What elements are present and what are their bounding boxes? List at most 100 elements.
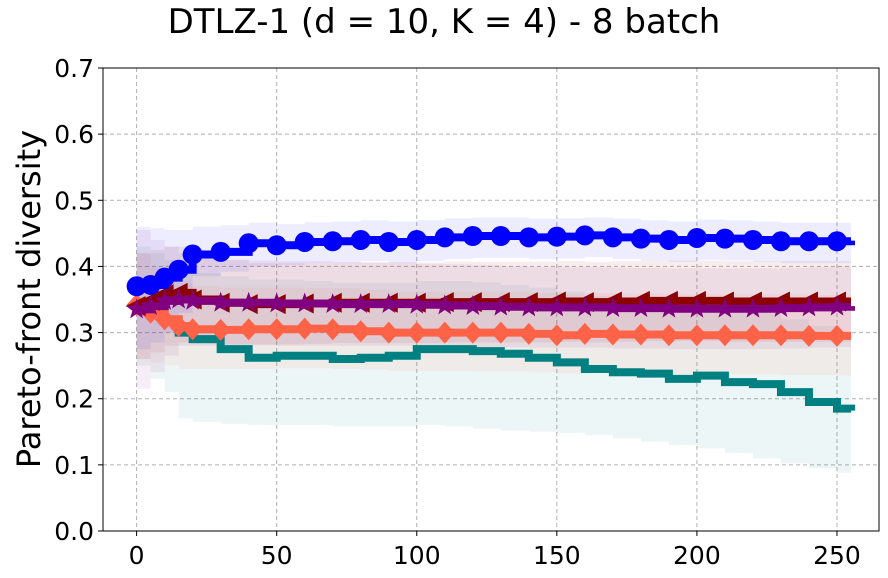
data-point (294, 231, 315, 252)
data-point (154, 308, 175, 331)
data-point (266, 292, 288, 313)
data-point (658, 229, 679, 250)
data-point (378, 231, 399, 252)
data-point (602, 297, 624, 317)
band-tomato (136, 253, 851, 376)
data-point (518, 296, 540, 317)
data-point (406, 321, 427, 344)
data-point (574, 296, 596, 317)
x-tick-label: 250 (813, 541, 861, 570)
data-point (322, 293, 344, 314)
data-point (322, 231, 343, 252)
data-point (602, 323, 623, 346)
data-point (266, 318, 287, 341)
data-point (210, 291, 232, 312)
series-tomato (126, 293, 851, 347)
data-point (714, 297, 736, 318)
y-tick-label: 0.5 (54, 186, 94, 215)
data-point (714, 228, 735, 249)
data-point (658, 297, 680, 318)
data-point (574, 322, 595, 345)
axis-ticks: 0 50 100 150 200 250 0.0 0.1 0.2 0.3 0.4 0.5 0.6 0.7 (54, 54, 861, 570)
data-point (350, 320, 371, 343)
data-point (462, 321, 483, 344)
data-point (686, 227, 707, 248)
data-point (210, 241, 231, 262)
data-point (168, 288, 190, 309)
data-point (182, 244, 203, 265)
data-point (770, 324, 791, 347)
data-point (546, 226, 567, 247)
data-point (630, 323, 651, 346)
data-point (798, 296, 820, 317)
y-tick-label: 0.4 (54, 252, 94, 281)
data-point (168, 314, 189, 337)
data-point (266, 235, 287, 256)
band-blue (136, 217, 851, 350)
data-point (350, 229, 371, 250)
y-tick-label: 0.1 (54, 451, 94, 480)
plot-frame (102, 67, 880, 532)
data-point (168, 259, 189, 280)
data-point (574, 225, 595, 246)
series-blue (126, 225, 855, 297)
data-point (406, 293, 428, 314)
data-point (742, 297, 764, 318)
data-point (238, 291, 260, 312)
data-point (770, 231, 791, 252)
data-point (490, 321, 511, 344)
data-point (518, 322, 539, 345)
data-point (210, 318, 231, 341)
data-point (602, 227, 623, 248)
data-point (742, 229, 763, 250)
data-point (462, 226, 483, 247)
x-tick-label: 50 (261, 541, 293, 570)
x-tick-label: 200 (673, 541, 721, 570)
data-point (658, 324, 679, 347)
data-point (140, 295, 162, 316)
data-point (434, 294, 456, 315)
data-point (490, 226, 511, 247)
data-point (182, 289, 204, 310)
data-point (686, 324, 707, 347)
y-tick-label: 0.0 (54, 517, 94, 546)
data-point (490, 295, 512, 316)
data-point (238, 233, 259, 254)
data-point (714, 324, 735, 347)
data-point (434, 321, 455, 344)
y-axis-label: Pareto-front diversity (10, 130, 48, 468)
data-point (322, 318, 343, 341)
data-point (462, 295, 484, 316)
data-point (350, 293, 372, 314)
data-point (826, 295, 848, 316)
data-point (826, 231, 847, 252)
x-tick-label: 150 (533, 541, 581, 570)
x-tick-label: 0 (129, 541, 145, 570)
data-point (798, 324, 819, 347)
data-point (154, 289, 176, 310)
data-point (630, 228, 651, 249)
data-point (630, 297, 652, 317)
chart-title: DTLZ-1 (d = 10, K = 4) - 8 batch (167, 2, 721, 42)
y-tick-label: 0.6 (54, 120, 94, 149)
data-point (518, 227, 539, 248)
data-point (742, 324, 763, 347)
data-point (238, 318, 259, 341)
data-point (406, 229, 427, 250)
data-point (770, 297, 792, 317)
y-tick-label: 0.3 (54, 319, 94, 348)
data-point (378, 293, 400, 314)
data-point (798, 231, 819, 252)
data-point (294, 317, 315, 340)
series-purple (126, 288, 855, 319)
y-tick-label: 0.2 (54, 385, 94, 414)
data-point (126, 298, 148, 319)
data-point (378, 321, 399, 344)
y-tick-label: 0.7 (54, 54, 94, 83)
data-point (826, 324, 847, 347)
x-tick-label: 100 (393, 541, 441, 570)
data-point (546, 296, 568, 317)
data-point (182, 318, 203, 341)
data-point (686, 297, 708, 318)
